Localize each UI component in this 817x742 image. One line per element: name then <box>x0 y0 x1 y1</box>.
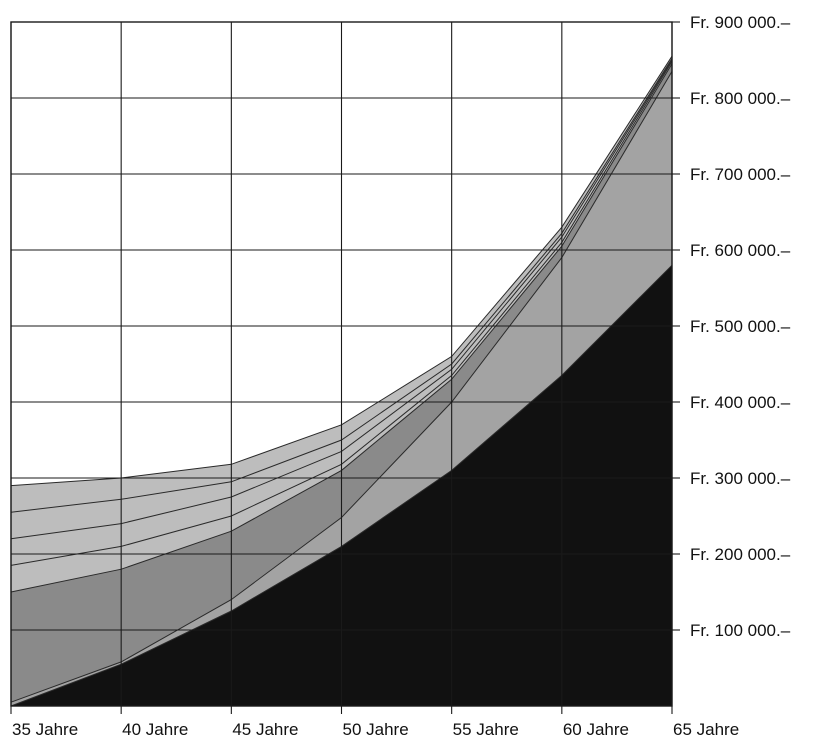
area-band-1 <box>11 265 672 706</box>
x-tick-label-3: 45 Jahre <box>232 720 298 739</box>
area-layers <box>11 56 672 707</box>
y-tick-label-9: Fr. 900 000.– <box>690 13 791 32</box>
x-tick-label-2: 40 Jahre <box>122 720 188 739</box>
y-tick-label-6: Fr. 600 000.– <box>690 241 791 260</box>
x-tick-label-1: 35 Jahre <box>12 720 78 739</box>
y-tick-label-4: Fr. 400 000.– <box>690 393 791 412</box>
y-tick-label-8: Fr. 800 000.– <box>690 89 791 108</box>
x-tick-label-7: 65 Jahre <box>673 720 739 739</box>
y-tick-label-3: Fr. 300 000.– <box>690 469 791 488</box>
y-tick-label-2: Fr. 200 000.– <box>690 545 791 564</box>
x-tick-label-6: 60 Jahre <box>563 720 629 739</box>
x-tick-label-4: 50 Jahre <box>343 720 409 739</box>
x-tick-label-5: 55 Jahre <box>453 720 519 739</box>
y-tick-label-5: Fr. 500 000.– <box>690 317 791 336</box>
x-axis-ticks: 35 Jahre 40 Jahre 45 Jahre 50 Jahre 55 Jahre… <box>10 706 739 739</box>
y-tick-label-1: Fr. 100 000.– <box>690 621 791 640</box>
y-tick-label-7: Fr. 700 000.– <box>690 165 791 184</box>
y-axis-ticks: Fr. 100 000.– Fr. 200 000.– Fr. 300 000.– F… <box>672 13 791 640</box>
